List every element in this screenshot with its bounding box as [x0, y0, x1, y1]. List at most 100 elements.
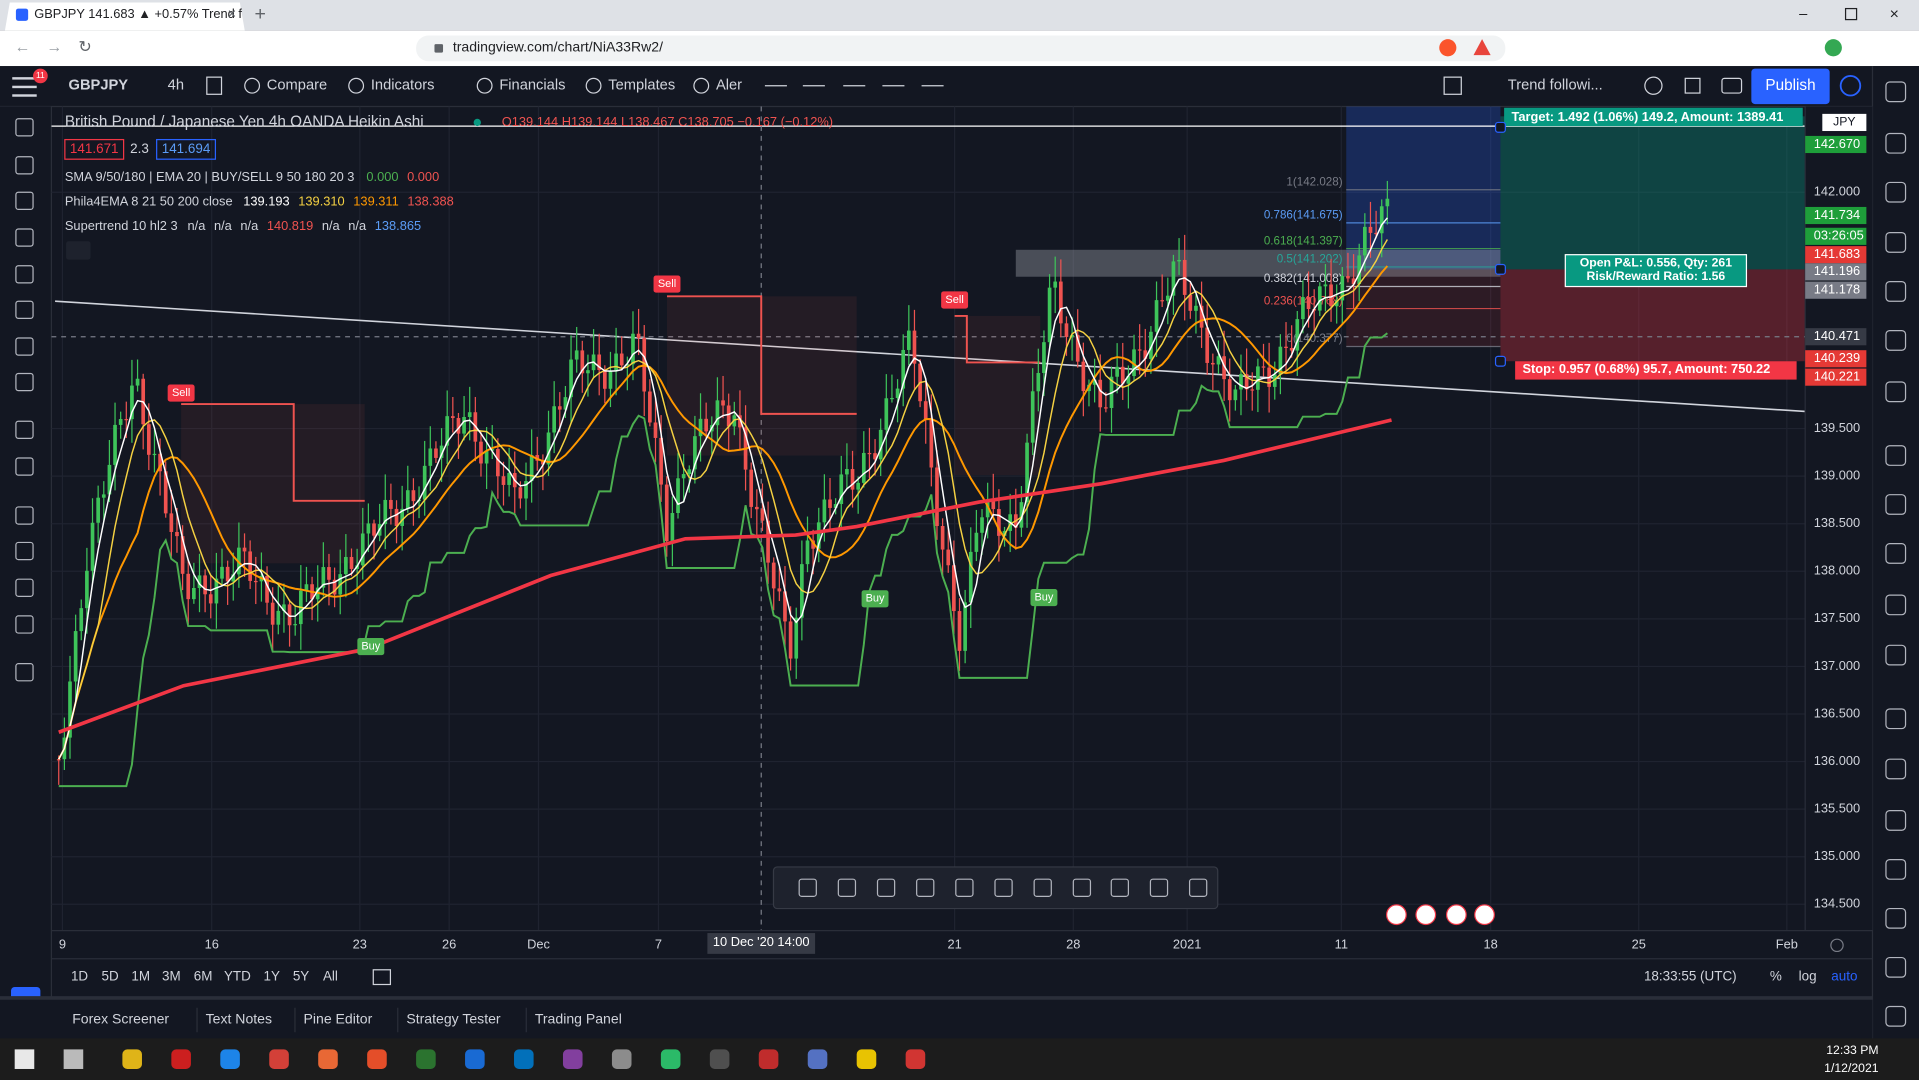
panel-tab[interactable]: Text Notes	[206, 1011, 272, 1027]
publish-button[interactable]	[1751, 68, 1830, 105]
taskbar-app[interactable]	[416, 1049, 436, 1069]
brave-icon[interactable]	[1439, 39, 1457, 57]
range-button[interactable]: 1M	[131, 969, 150, 984]
float-tool[interactable]	[1188, 878, 1208, 897]
rewards-icon[interactable]	[1473, 39, 1491, 56]
axis-settings[interactable]	[1830, 938, 1844, 953]
sidebar-icon[interactable]	[1885, 445, 1907, 466]
taskbar-app[interactable]	[562, 1049, 583, 1069]
taskbar-app[interactable]	[660, 1049, 681, 1069]
handle[interactable]	[1494, 355, 1506, 367]
sidebar-icon[interactable]	[1885, 81, 1907, 103]
tool-icon[interactable]	[15, 457, 34, 476]
taskbar-app[interactable]	[171, 1049, 191, 1069]
maximize[interactable]	[1844, 7, 1858, 21]
panel-tab[interactable]: Forex Screener	[72, 1011, 169, 1027]
panel-tab[interactable]: Strategy Tester	[406, 1011, 501, 1027]
layout-icon[interactable]	[1443, 76, 1462, 95]
sidebar-icon[interactable]	[1885, 956, 1907, 978]
tool-icon[interactable]	[15, 156, 34, 175]
collapse[interactable]	[66, 241, 91, 260]
float-tool[interactable]	[916, 878, 935, 897]
tool-icon[interactable]	[15, 506, 34, 525]
float-tool[interactable]	[876, 878, 896, 897]
panel-tab[interactable]: Pine Editor	[304, 1011, 373, 1027]
taskbar-app[interactable]	[758, 1049, 779, 1069]
forward[interactable]: →	[47, 39, 63, 56]
tool-icon[interactable]	[15, 300, 34, 319]
taskbar-app[interactable]	[367, 1049, 387, 1069]
panel-tab[interactable]: Trading Panel	[535, 1011, 622, 1027]
taskbar-app[interactable]	[905, 1049, 926, 1069]
range-button[interactable]: 5Y	[293, 969, 309, 984]
sidebar-icon[interactable]	[1885, 594, 1907, 616]
sidebar-icon[interactable]	[1885, 758, 1907, 780]
range-button[interactable]: YTD	[224, 969, 251, 984]
tool-icon[interactable]	[15, 578, 34, 597]
range-button[interactable]: 1Y	[263, 969, 279, 984]
scale-option[interactable]: auto	[1831, 969, 1857, 984]
sidebar-icon[interactable]	[1885, 1005, 1907, 1027]
scale-option[interactable]: %	[1770, 969, 1782, 984]
range-button[interactable]: 1D	[71, 969, 88, 984]
taskbar-app[interactable]	[709, 1049, 730, 1069]
handle[interactable]	[1494, 263, 1506, 275]
float-tool[interactable]	[1033, 878, 1052, 897]
range-button[interactable]: 5D	[102, 969, 119, 984]
float-tool[interactable]	[1072, 878, 1092, 897]
toolbar-item[interactable]: Templates	[608, 78, 675, 94]
tool-icon[interactable]	[15, 191, 34, 210]
layout-name[interactable]: Trend followi...	[1508, 78, 1603, 94]
snapshot[interactable]	[1721, 77, 1743, 94]
taskbar-app[interactable]	[318, 1049, 338, 1069]
menu[interactable]	[12, 77, 37, 80]
taskbar-app[interactable]	[269, 1049, 289, 1069]
range-button[interactable]: All	[323, 969, 338, 984]
scale-option[interactable]: log	[1799, 969, 1817, 984]
tool-icon[interactable]	[15, 541, 34, 561]
goto-date[interactable]	[372, 969, 392, 986]
new-tab[interactable]: +	[255, 3, 266, 25]
sidebar-icon[interactable]	[1885, 132, 1907, 154]
sidebar-icon[interactable]	[1885, 708, 1907, 730]
taskbar-app[interactable]	[514, 1049, 534, 1069]
float-tool[interactable]	[955, 878, 974, 897]
omnibox[interactable]	[416, 35, 1506, 62]
tool-icon[interactable]	[15, 337, 34, 356]
active-tab[interactable]	[4, 2, 245, 31]
tool-icon[interactable]	[15, 118, 34, 137]
sidebar-icon[interactable]	[1885, 858, 1907, 880]
back[interactable]: ←	[15, 39, 31, 56]
fullscreen[interactable]	[1684, 77, 1701, 94]
sidebar-icon[interactable]	[1885, 907, 1907, 929]
close-window[interactable]: ×	[1890, 6, 1899, 23]
taskbar-app[interactable]	[14, 1049, 35, 1069]
interval[interactable]: 4h	[168, 78, 184, 94]
symbol[interactable]: GBPJPY	[69, 78, 129, 94]
event-icon[interactable]	[1415, 904, 1437, 926]
range-button[interactable]: 6M	[194, 969, 213, 984]
float-tool[interactable]	[798, 878, 817, 897]
event-icon[interactable]	[1386, 904, 1407, 926]
range-button[interactable]: 3M	[162, 969, 181, 984]
sidebar-icon[interactable]	[1885, 543, 1907, 564]
toolbar-item[interactable]: Compare	[267, 78, 327, 94]
taskbar-app[interactable]	[122, 1049, 142, 1069]
profile[interactable]	[1824, 39, 1842, 57]
tool-icon[interactable]	[15, 265, 34, 284]
taskbar-app[interactable]	[220, 1049, 240, 1069]
handle[interactable]	[1494, 121, 1506, 133]
sidebar-icon[interactable]	[1885, 644, 1907, 666]
taskbar-app[interactable]	[465, 1049, 485, 1069]
tool-icon[interactable]	[15, 372, 34, 392]
sidebar-icon[interactable]	[1885, 232, 1907, 253]
taskbar-app[interactable]	[807, 1049, 828, 1069]
replay[interactable]	[1839, 75, 1862, 97]
event-icon[interactable]	[1474, 904, 1495, 926]
taskbar-app[interactable]	[63, 1049, 84, 1069]
tool-icon[interactable]	[15, 228, 34, 247]
toolbar-item[interactable]: Financials	[499, 78, 565, 94]
float-tool[interactable]	[1149, 878, 1169, 897]
sidebar-icon[interactable]	[1885, 810, 1907, 831]
sidebar-icon[interactable]	[1885, 494, 1907, 515]
